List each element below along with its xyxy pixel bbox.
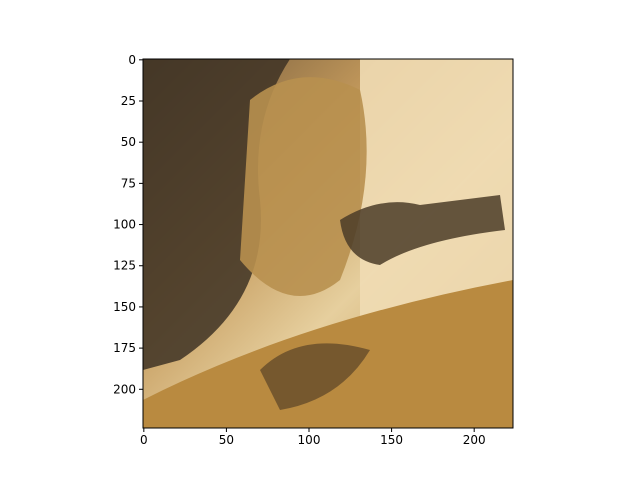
y-tick-label: 175 (113, 341, 136, 355)
x-tick-label: 50 (219, 433, 234, 447)
y-tick-label: 100 (113, 218, 136, 232)
x-tick-label: 0 (140, 433, 148, 447)
y-tick-label: 125 (113, 259, 136, 273)
y-tick-label: 0 (128, 53, 136, 67)
y-tick-label: 150 (113, 300, 136, 314)
y-tick-label: 25 (121, 94, 136, 108)
x-tick-label: 200 (463, 433, 486, 447)
axes-frame (142, 58, 514, 429)
y-tick-label: 50 (121, 135, 136, 149)
ticks: 0 50 100 150 200 0 25 50 75 100 125 150 175 200 (113, 53, 486, 447)
image (143, 59, 513, 428)
x-tick-label: 100 (298, 433, 321, 447)
y-tick-label: 75 (121, 176, 136, 190)
x-tick-label: 150 (380, 433, 403, 447)
y-tick-label: 200 (113, 382, 136, 396)
